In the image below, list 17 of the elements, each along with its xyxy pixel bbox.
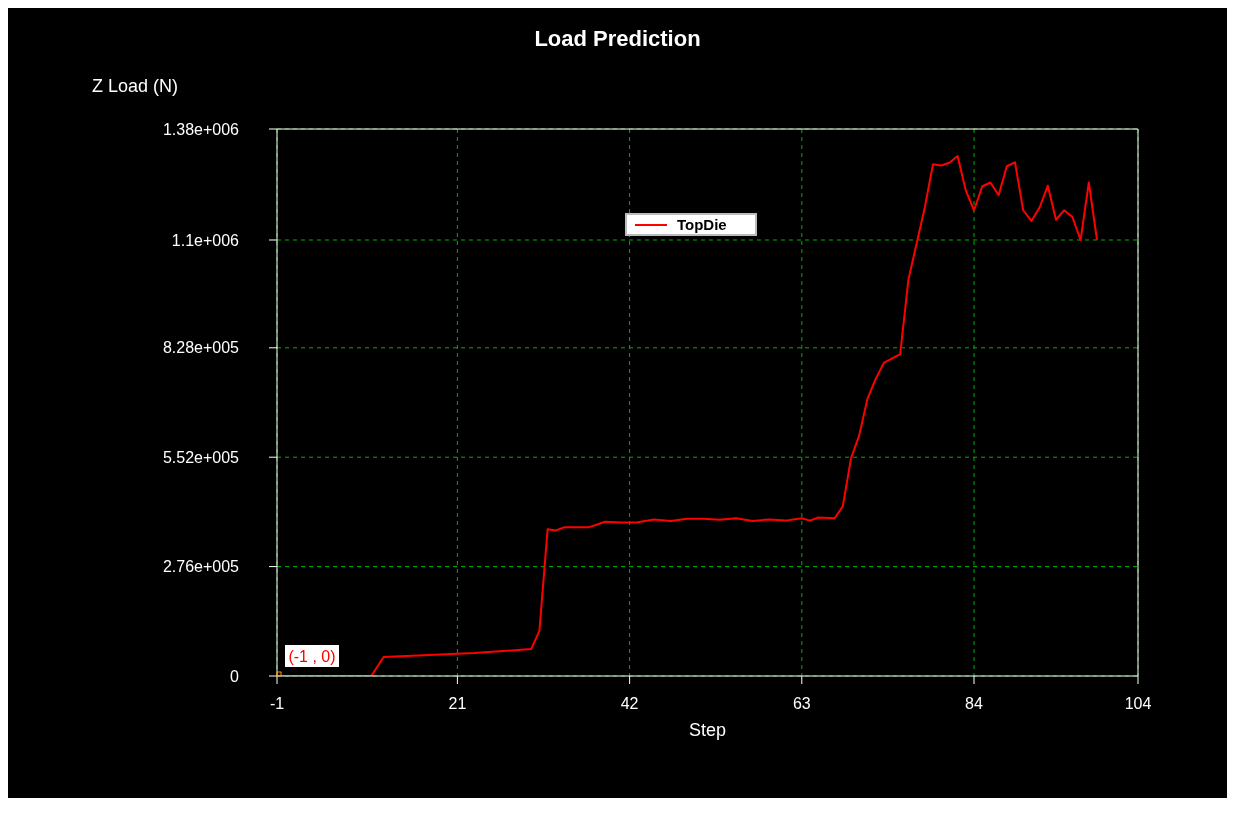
legend-label: TopDie xyxy=(676,216,727,233)
x-axis-title: Step xyxy=(688,720,727,740)
y-tick-label: 2.76e+005 xyxy=(162,558,240,576)
x-tick-label: 42 xyxy=(620,695,639,713)
x-tick-label: 21 xyxy=(448,695,467,713)
x-tick-label: 63 xyxy=(792,695,811,713)
x-tick-label: 84 xyxy=(965,695,983,713)
x-tick-label: -1 xyxy=(269,695,285,713)
y-tick-label: 1.38e+006 xyxy=(162,120,240,138)
x-tick-label: 104 xyxy=(1124,695,1152,713)
chart-title: Load Prediction xyxy=(533,26,702,52)
y-tick-label: 5.52e+005 xyxy=(162,448,240,466)
y-tick-label: 8.28e+005 xyxy=(162,339,240,357)
y-tick-label: 1.1e+006 xyxy=(171,231,240,249)
y-axis-title: Z Load (N) xyxy=(92,76,179,97)
annotation: (-1 , 0) xyxy=(288,648,336,665)
y-tick-label: 0 xyxy=(230,667,240,685)
